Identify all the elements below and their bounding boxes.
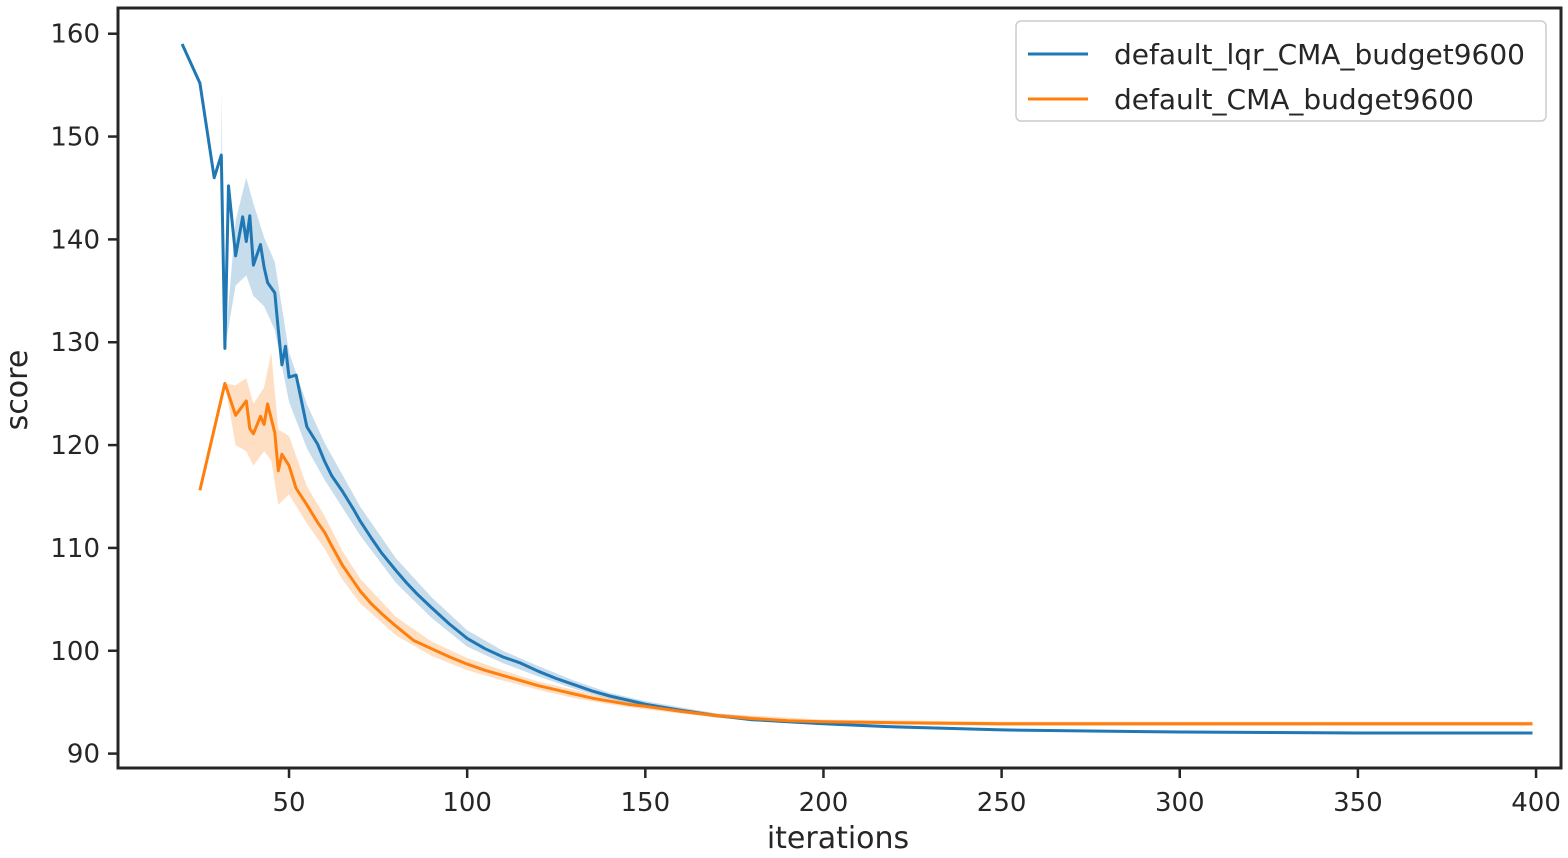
x-tick-label: 250 xyxy=(977,788,1027,818)
x-tick-label: 200 xyxy=(799,788,849,818)
y-axis-label: score xyxy=(0,350,35,431)
legend-box xyxy=(1015,20,1547,122)
x-tick-label: 400 xyxy=(1511,788,1561,818)
y-tick-label: 140 xyxy=(50,225,100,255)
y-tick-label: 120 xyxy=(50,431,100,461)
y-tick-label: 150 xyxy=(50,123,100,153)
plot-frame xyxy=(116,6,1563,770)
series-lines xyxy=(180,43,1533,735)
y-tick-label: 160 xyxy=(50,20,100,50)
y-tick-label: 90 xyxy=(67,740,100,770)
x-tick-label: 150 xyxy=(620,788,670,818)
x-axis-label: iterations xyxy=(767,821,909,856)
series-line-0 xyxy=(180,43,1533,735)
axes: 50 100 150 200 250 300 350 400 90 100 110 120 130 140… xyxy=(50,6,1563,818)
y-tick-label: 110 xyxy=(50,534,100,564)
legend-label-0: default_lqr_CMA_budget9600 xyxy=(1114,38,1525,71)
x-tick-label: 50 xyxy=(272,788,305,818)
x-tick-label: 300 xyxy=(1155,788,1205,818)
y-tick-label: 100 xyxy=(50,637,100,667)
legend: default_lqr_CMA_budget9600 default_CMA_bu… xyxy=(1015,20,1547,122)
series-line-1 xyxy=(198,381,1533,726)
x-tick-label: 350 xyxy=(1333,788,1383,818)
confidence-band-1 xyxy=(224,352,1533,726)
confidence-bands xyxy=(221,89,1533,735)
x-tick-label: 100 xyxy=(442,788,492,818)
y-tick-label: 130 xyxy=(50,328,100,358)
legend-label-1: default_CMA_budget9600 xyxy=(1114,83,1474,116)
